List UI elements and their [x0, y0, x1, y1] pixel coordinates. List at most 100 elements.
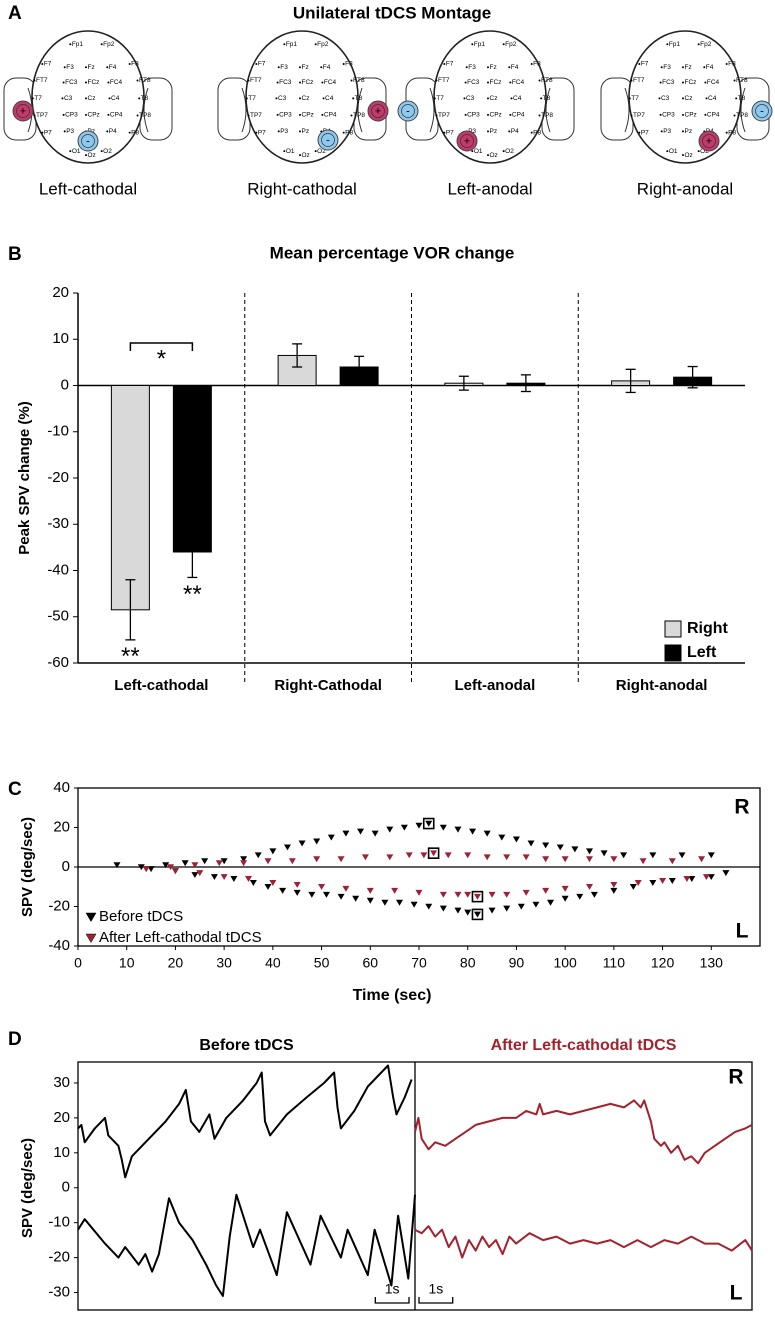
point [639, 858, 647, 865]
electrode-label: F4 [109, 64, 117, 71]
electrode-label: P3 [66, 128, 74, 135]
y-tick-label: 20 [52, 284, 69, 301]
point [522, 889, 530, 896]
point [512, 836, 520, 843]
electrode-dot [465, 66, 468, 69]
electrode-label: Oz [88, 152, 96, 159]
electrode-dot [530, 131, 533, 134]
x-tick-label: 50 [314, 955, 330, 971]
electrode-dot [487, 113, 489, 116]
y-tick-label: -20 [47, 469, 69, 486]
electrode-dot [299, 154, 301, 157]
electrode-label: Fp1 [474, 41, 486, 48]
electrode-label: T8 [738, 95, 746, 102]
electrode-dot [660, 130, 663, 133]
electrode-dot [314, 43, 317, 46]
error-bar [625, 368, 636, 394]
point [610, 887, 618, 894]
point [503, 891, 511, 898]
montage-label: Left-cathodal [39, 179, 137, 198]
point [142, 866, 150, 873]
electrode-dot [299, 113, 301, 116]
electrode-dot [247, 79, 250, 82]
anode-symbol: + [706, 135, 712, 147]
electrode-label: Fp2 [103, 41, 115, 48]
point [722, 870, 730, 877]
panel-title: After Left-cathodal tDCS [491, 1037, 677, 1054]
scale-bar-label: 1s [385, 1281, 400, 1297]
electrode-dot [538, 114, 541, 117]
electrode-dot [433, 97, 436, 100]
point [586, 883, 593, 890]
electrode-label: T7 [248, 95, 256, 102]
electrode-label: Pz [685, 128, 693, 135]
electrode-dot [69, 150, 72, 153]
electrode-label: F7 [258, 61, 266, 68]
trace [414, 1225, 753, 1259]
x-tick-label: 100 [553, 955, 577, 971]
y-tick-label: 40 [53, 779, 70, 796]
electrode-dot [276, 81, 279, 84]
electrode-ring [401, 104, 415, 118]
ear-inner [241, 87, 247, 133]
electrode-label: P3 [468, 128, 476, 135]
annotation: * [157, 345, 166, 372]
x-tick-label: 60 [362, 955, 378, 971]
highlight [471, 890, 484, 903]
electrode-dot [530, 63, 533, 65]
electrode-dot [487, 66, 489, 69]
electrode-label: FT7 [250, 77, 262, 84]
electrode-label: FC3 [279, 79, 292, 86]
point [464, 909, 472, 916]
electrode-dot [247, 114, 250, 117]
electrode-label: C4 [708, 95, 717, 102]
point [288, 858, 296, 865]
point [610, 881, 618, 888]
electrode-label: C4 [111, 95, 120, 102]
bracket [129, 342, 194, 351]
point [454, 891, 462, 898]
y-tick-label: -40 [47, 561, 69, 578]
y-tick-label: 0 [62, 1179, 70, 1196]
electrode-label: Fz [88, 64, 95, 71]
x-tick-label: 0 [74, 955, 82, 971]
point [464, 852, 472, 859]
electrode-dot [41, 63, 44, 65]
point [322, 891, 330, 898]
point [191, 872, 199, 879]
anode-symbol: + [375, 105, 381, 117]
error-bar [354, 355, 365, 379]
electrode-dot [538, 79, 541, 82]
electrode-dot [464, 81, 467, 84]
point [298, 840, 306, 847]
ear-inner [143, 87, 149, 133]
point [586, 848, 593, 855]
electrode-label: T7 [34, 95, 42, 102]
point [113, 862, 121, 869]
electrode-dot [41, 131, 44, 134]
point [620, 852, 628, 859]
point [249, 880, 257, 886]
montage-label: Right-anodal [637, 179, 733, 198]
electrode-label: O1 [286, 148, 295, 155]
anode-symbol: + [464, 135, 470, 147]
electrode-label: Fz [490, 64, 497, 71]
ear-inner [545, 87, 551, 133]
electrode-label: F8 [345, 61, 353, 68]
annotation: ** [183, 581, 202, 608]
cathode-symbol: - [760, 105, 764, 117]
electrode-label: C4 [325, 95, 334, 102]
electrode-dot [299, 97, 301, 100]
x-tick-label: 30 [216, 955, 232, 971]
electrode-dot [725, 131, 728, 134]
point [415, 822, 423, 829]
electrode-dot [62, 81, 65, 84]
point [318, 883, 326, 890]
point [571, 846, 579, 853]
electrode-dot [733, 79, 736, 82]
electrode-dot [510, 97, 513, 100]
electrode-dot [471, 43, 474, 46]
electrode-dot [352, 97, 355, 100]
x-tick-label: 40 [265, 955, 281, 971]
cathode [751, 100, 773, 122]
